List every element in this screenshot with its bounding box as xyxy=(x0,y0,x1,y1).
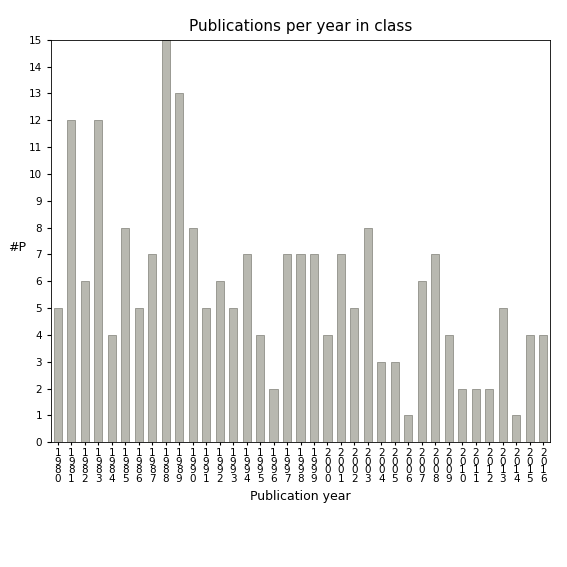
Bar xyxy=(121,227,129,442)
Bar xyxy=(445,335,453,442)
Bar xyxy=(269,388,278,442)
Y-axis label: #P: #P xyxy=(8,241,26,254)
Bar xyxy=(323,335,332,442)
Bar xyxy=(391,362,399,442)
Bar xyxy=(364,227,372,442)
Bar xyxy=(67,120,75,442)
Bar xyxy=(310,255,318,442)
Bar xyxy=(378,362,386,442)
Bar xyxy=(485,388,493,442)
Bar xyxy=(94,120,102,442)
Bar xyxy=(431,255,439,442)
Bar xyxy=(283,255,291,442)
Bar xyxy=(458,388,467,442)
Bar xyxy=(499,308,507,442)
Bar xyxy=(81,281,89,442)
Bar xyxy=(175,94,183,442)
Bar xyxy=(189,227,197,442)
Bar xyxy=(134,308,143,442)
Bar xyxy=(350,308,358,442)
Bar xyxy=(539,335,547,442)
Bar xyxy=(148,255,156,442)
Bar xyxy=(256,335,264,442)
Bar xyxy=(526,335,534,442)
Bar xyxy=(404,416,412,442)
Bar xyxy=(215,281,223,442)
Bar xyxy=(297,255,304,442)
Bar xyxy=(243,255,251,442)
Bar xyxy=(162,40,170,442)
Bar xyxy=(472,388,480,442)
Bar xyxy=(418,281,426,442)
Bar xyxy=(202,308,210,442)
Bar xyxy=(108,335,116,442)
Bar xyxy=(337,255,345,442)
Title: Publications per year in class: Publications per year in class xyxy=(189,19,412,35)
Bar xyxy=(512,416,521,442)
Bar xyxy=(54,308,62,442)
Bar xyxy=(229,308,237,442)
X-axis label: Publication year: Publication year xyxy=(250,490,351,503)
